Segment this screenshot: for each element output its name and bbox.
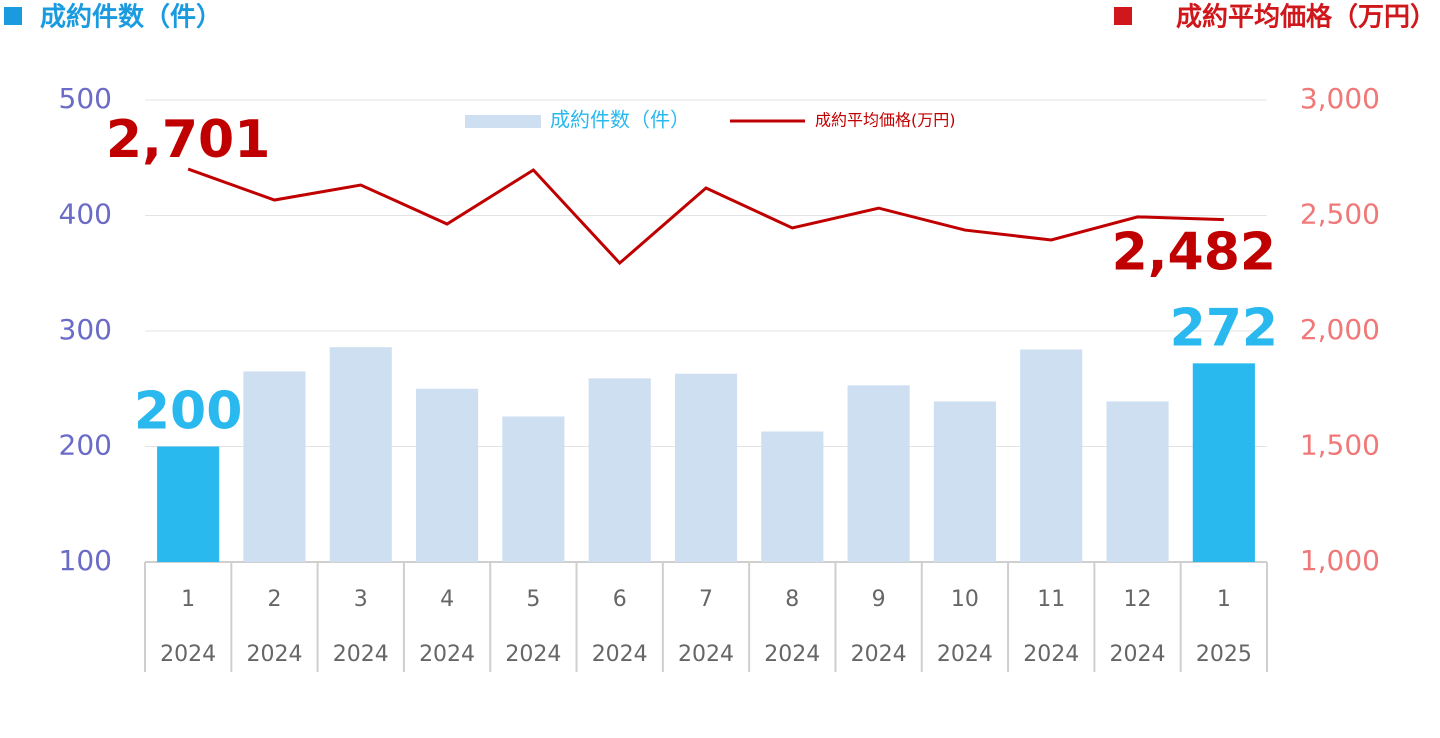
y2-axis-title: 成約平均価格（万円） (1176, 2, 1436, 33)
y2-tick-label: 1,500 (1300, 429, 1380, 462)
x-year-label: 2024 (419, 642, 475, 667)
data-label: 200 (134, 382, 243, 442)
x-year-label: 2024 (678, 642, 734, 667)
bar (1020, 349, 1083, 562)
y2-tick-label: 2,000 (1300, 313, 1380, 346)
bar (674, 373, 738, 562)
bar (329, 347, 392, 562)
bar (157, 446, 220, 562)
line (187, 167, 1224, 266)
legend-swatch (465, 115, 541, 128)
x-tick-label: 11 (1037, 587, 1065, 612)
y-title-marker (4, 7, 22, 25)
x-year-label: 2025 (1196, 642, 1252, 667)
x-tick-label: 8 (785, 587, 799, 612)
bar (502, 416, 565, 562)
y-tick-label: 300 (59, 313, 112, 346)
x-tick-label: 6 (613, 587, 627, 612)
data-label: 272 (1170, 298, 1279, 358)
x-year-label: 2024 (592, 642, 648, 667)
data-label: 2,482 (1112, 223, 1276, 283)
y2-tick-label: 1,000 (1300, 544, 1380, 577)
y2-tick-label: 3,000 (1300, 82, 1380, 115)
x-year-label: 2024 (246, 642, 302, 667)
y-tick-label: 200 (59, 429, 112, 462)
legend-label: 成約件数（件） (550, 108, 690, 132)
legend-label: 成約平均価格(万円) (815, 111, 956, 130)
x-tick-label: 7 (699, 587, 713, 612)
x-tick-label: 4 (440, 587, 454, 612)
x-year-label: 2024 (764, 642, 820, 667)
y2-title-marker (1114, 7, 1132, 25)
y-tick-label: 500 (59, 82, 112, 115)
x-tick-label: 2 (267, 587, 281, 612)
x-year-label: 2024 (505, 642, 561, 667)
x-tick-label: 3 (354, 587, 368, 612)
x-tick-label: 9 (872, 587, 886, 612)
y-tick-label: 100 (59, 544, 112, 577)
y2-tick-label: 2,500 (1300, 198, 1380, 231)
x-year-label: 2024 (333, 642, 389, 667)
x-year-label: 2024 (1023, 642, 1079, 667)
bar (1106, 401, 1169, 562)
bar (1192, 363, 1255, 562)
x-year-label: 2024 (160, 642, 216, 667)
x-tick-label: 10 (951, 587, 979, 612)
x-year-label: 2024 (851, 642, 907, 667)
bar (847, 385, 910, 562)
x-tick-label: 12 (1124, 587, 1152, 612)
bar (416, 388, 479, 562)
data-label: 2,701 (106, 110, 270, 170)
y-axis-title: 成約件数（件） (40, 2, 222, 33)
x-year-label: 2024 (1110, 642, 1166, 667)
bar (933, 401, 996, 562)
x-tick-label: 5 (526, 587, 540, 612)
bar (243, 371, 306, 562)
x-tick-label: 1 (181, 587, 195, 612)
x-year-label: 2024 (937, 642, 993, 667)
x-tick-label: 1 (1217, 587, 1231, 612)
bar (588, 378, 651, 562)
bar (761, 431, 824, 562)
y-tick-label: 400 (59, 198, 112, 231)
